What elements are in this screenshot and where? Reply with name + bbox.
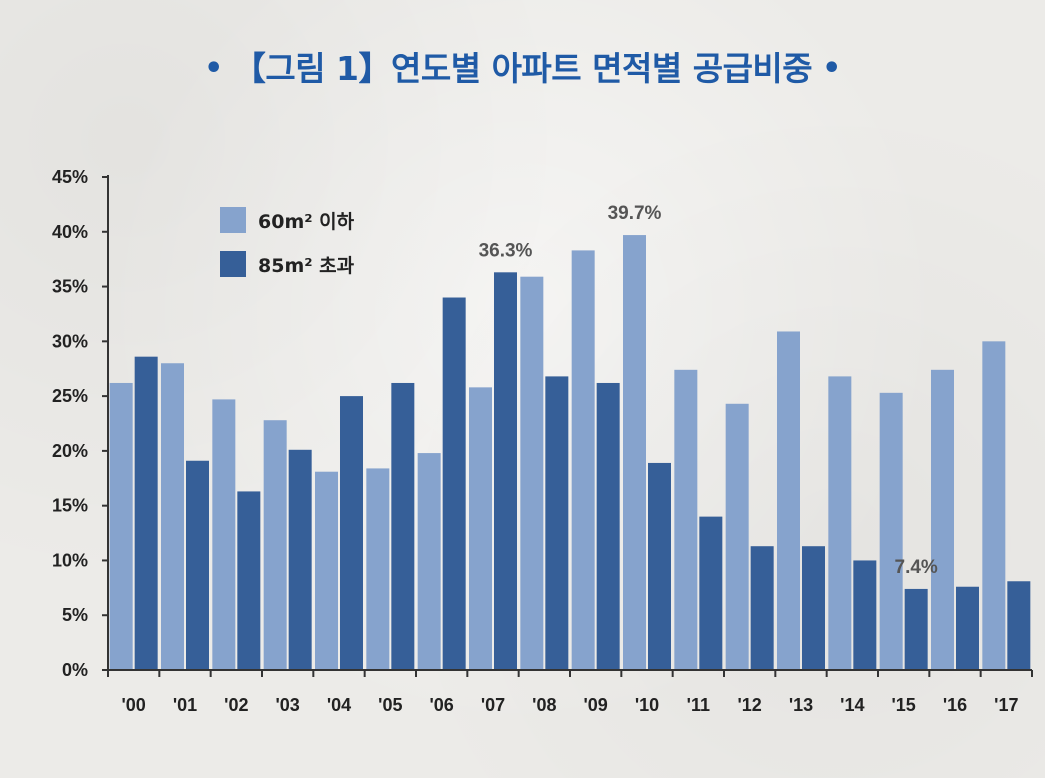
x-tick-label: '09	[584, 695, 608, 715]
y-tick-label: 45%	[52, 167, 88, 187]
x-tick-label: '08	[532, 695, 556, 715]
data-annotations: 36.3% 39.7% 7.4%	[479, 203, 938, 578]
chart-title-text: 【그림 1】연도별 아파트 면적별 공급비중	[232, 49, 813, 88]
data-label: 36.3%	[479, 240, 533, 261]
bar-over-85	[391, 382, 415, 670]
x-tick-label: '11	[687, 695, 710, 715]
y-tick-label: 0%	[62, 660, 88, 680]
bar-over-85	[648, 462, 671, 670]
x-tick-label: '12	[738, 695, 762, 715]
bar-60-or-less	[623, 235, 646, 670]
bar-over-85	[750, 546, 774, 670]
y-tick-label: 35%	[52, 277, 88, 297]
x-tick-label: '07	[481, 695, 505, 715]
bar-over-85	[1007, 581, 1031, 670]
x-tick-label: '14	[840, 695, 864, 715]
x-axis-labels: '00 '01 '02 '03 '04 '05 '06 '07 '08 '09 '10 '11 '12 '…	[122, 695, 1019, 715]
y-tick-label: 20%	[52, 441, 88, 461]
y-tick-label: 10%	[52, 550, 88, 570]
bar-over-85	[596, 382, 620, 670]
bar-over-85	[186, 460, 209, 670]
y-axis-ticks: 0% 5% 10% 15% 20% 25% 30% 35% 40% 45%	[52, 167, 88, 680]
bar-over-85	[237, 491, 261, 670]
bar-60-or-less	[725, 403, 749, 670]
bar-over-85	[340, 396, 363, 670]
x-tick-label: '05	[378, 695, 402, 715]
legend-swatch	[220, 207, 246, 233]
x-tick-label: '13	[789, 695, 813, 715]
data-label: 7.4%	[895, 557, 938, 578]
bar-over-85	[494, 272, 517, 670]
y-tick-label: 25%	[52, 386, 88, 406]
data-label: 39.7%	[608, 203, 662, 224]
title-bullet-right: •	[822, 51, 841, 86]
x-tick-label: '03	[276, 695, 300, 715]
bar-60-or-less	[828, 376, 852, 670]
bar-60-or-less	[315, 471, 338, 670]
y-tick-label: 15%	[52, 496, 88, 516]
bar-60-or-less	[417, 453, 441, 670]
bar-over-85	[802, 546, 825, 670]
y-tick-label: 5%	[62, 605, 88, 625]
x-tick-label: '00	[122, 695, 146, 715]
bars-group	[109, 235, 1031, 670]
bar-over-85	[699, 516, 723, 670]
bar-over-85	[545, 376, 569, 670]
bar-60-or-less	[931, 369, 954, 670]
bar-60-or-less	[366, 468, 390, 670]
title-bullet-left: •	[204, 51, 223, 86]
legend-label: 60m² 이하	[258, 211, 355, 233]
bar-over-85	[956, 586, 979, 670]
bar-60-or-less	[212, 399, 236, 670]
bar-over-85	[288, 449, 312, 670]
bar-over-85	[853, 560, 877, 670]
bar-over-85	[904, 588, 928, 670]
bar-60-or-less	[777, 331, 800, 670]
legend: 60m² 이하 85m² 초과	[220, 207, 355, 277]
bar-60-or-less	[879, 392, 903, 670]
y-tick-label: 30%	[52, 331, 88, 351]
x-tick-label: '17	[994, 695, 1018, 715]
axes	[102, 175, 1033, 677]
x-tick-label: '16	[943, 695, 967, 715]
x-tick-label: '15	[892, 695, 916, 715]
bar-60-or-less	[109, 382, 133, 670]
y-tick-label: 40%	[52, 222, 88, 242]
bar-60-or-less	[469, 387, 492, 670]
bar-over-85	[442, 297, 466, 670]
chart-title: • 【그림 1】연도별 아파트 면적별 공급비중 •	[0, 42, 1045, 90]
bar-60-or-less	[263, 420, 287, 670]
x-tick-label: '04	[327, 695, 351, 715]
x-tick-label: '10	[635, 695, 659, 715]
bar-60-or-less	[674, 369, 698, 670]
bar-60-or-less	[520, 276, 544, 670]
legend-label: 85m² 초과	[258, 255, 355, 277]
bar-60-or-less	[982, 341, 1006, 670]
x-tick-label: '06	[430, 695, 454, 715]
bar-over-85	[134, 356, 158, 670]
bar-60-or-less	[161, 363, 184, 670]
x-tick-label: '02	[224, 695, 248, 715]
legend-swatch	[220, 251, 246, 277]
x-tick-label: '01	[173, 695, 197, 715]
bar-60-or-less	[571, 250, 595, 670]
